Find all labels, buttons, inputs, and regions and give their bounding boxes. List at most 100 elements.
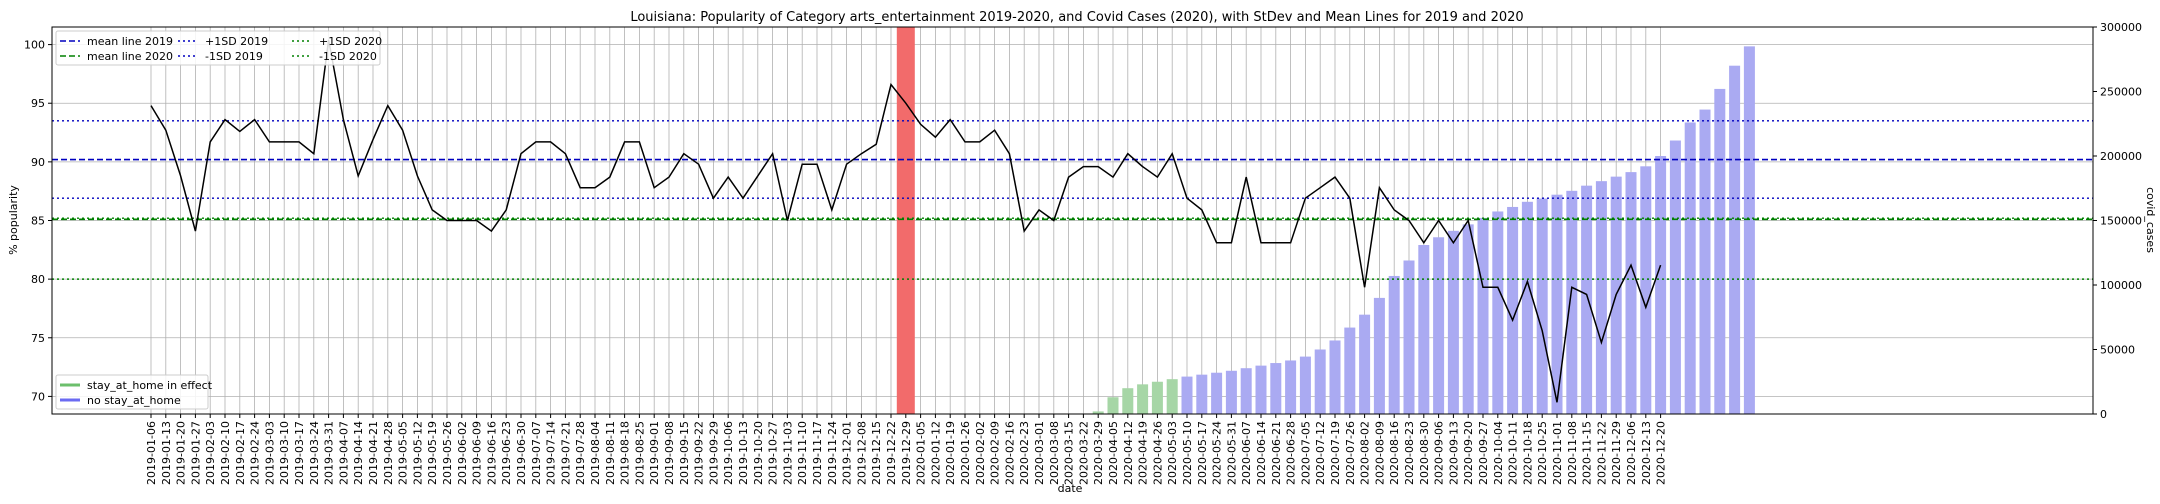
- y2-tick-label: 250000: [2100, 86, 2142, 99]
- x-tick-label: 2019-07-21: [559, 421, 572, 485]
- x-tick-label: 2020-05-10: [1181, 421, 1194, 485]
- x-tick-label: 2020-02-23: [1018, 421, 1031, 485]
- covid-bar: [1092, 411, 1104, 414]
- y-axis-label: % popularity: [7, 185, 20, 255]
- x-tick-label: 2019-02-03: [204, 421, 217, 485]
- x-tick-label: 2019-03-03: [263, 421, 276, 485]
- x-tick-label: 2019-04-21: [367, 421, 380, 485]
- x-axis-label: date: [1058, 482, 1083, 495]
- x-tick-label: 2019-03-31: [323, 421, 336, 485]
- covid-bar: [1418, 245, 1430, 414]
- covid-bar: [1477, 217, 1489, 414]
- x-tick-label: 2020-08-23: [1403, 421, 1416, 485]
- x-tick-label: 2019-01-13: [160, 421, 173, 485]
- y-tick-label: 100: [24, 39, 45, 52]
- x-tick-label: 2020-06-07: [1240, 421, 1253, 485]
- legend-bar-label: no stay_at_home: [87, 394, 181, 407]
- x-tick-label: 2019-05-26: [441, 421, 454, 485]
- x-tick-label: 2019-03-24: [308, 421, 321, 485]
- covid-bar: [1743, 46, 1755, 414]
- covid-bar: [1566, 190, 1578, 414]
- x-tick-label: 2020-02-16: [1003, 421, 1016, 485]
- covid-bar: [1240, 368, 1252, 414]
- covid-bar: [1655, 156, 1667, 414]
- covid-bar: [1151, 381, 1163, 414]
- x-tick-label: 2020-09-06: [1433, 421, 1446, 485]
- x-tick-label: 2020-08-30: [1418, 421, 1431, 485]
- x-tick-label: 2020-11-01: [1551, 421, 1564, 485]
- x-tick-label: 2020-05-24: [1211, 421, 1224, 485]
- x-tick-label: 2019-05-19: [426, 421, 439, 485]
- x-tick-label: 2019-11-17: [811, 421, 824, 485]
- x-tick-label: 2019-12-29: [900, 421, 913, 485]
- covid-bar: [1462, 224, 1474, 414]
- chart-title: Louisiana: Popularity of Category arts_e…: [630, 10, 1523, 25]
- x-tick-label: 2020-07-05: [1299, 421, 1312, 485]
- x-tick-label: 2020-03-01: [1033, 421, 1046, 485]
- covid-bar: [1270, 363, 1282, 414]
- covid-bar: [1669, 140, 1681, 414]
- x-tick-label: 2020-07-12: [1314, 421, 1327, 485]
- x-tick-label: 2020-09-20: [1462, 421, 1475, 485]
- x-tick-label: 2020-08-09: [1373, 421, 1386, 485]
- x-tick-label: 2019-09-01: [648, 421, 661, 485]
- covid-bar: [1447, 230, 1459, 414]
- x-tick-label: 2020-10-25: [1536, 421, 1549, 485]
- x-tick-label: 2020-01-19: [944, 421, 957, 485]
- legend-line-label: mean line 2019: [87, 35, 173, 48]
- covid-bar: [1581, 185, 1593, 414]
- x-tick-label: 2019-06-30: [515, 421, 528, 485]
- x-tick-label: 2019-02-10: [219, 421, 232, 485]
- y2-tick-label: 200000: [2100, 150, 2142, 163]
- covid-bar: [1107, 397, 1119, 414]
- y-tick-label: 70: [31, 390, 45, 403]
- x-tick-label: 2019-08-18: [619, 421, 632, 485]
- x-tick-label: 2019-08-04: [589, 421, 602, 485]
- x-tick-label: 2019-07-14: [545, 421, 558, 485]
- legend-line-label: +1SD 2020: [319, 35, 382, 48]
- covid-bar: [1699, 109, 1711, 414]
- legend-line-label: -1SD 2019: [205, 50, 263, 63]
- x-tick-label: 2020-07-26: [1344, 421, 1357, 485]
- x-tick-label: 2019-11-24: [826, 421, 839, 485]
- x-tick-label: 2019-07-28: [574, 421, 587, 485]
- x-tick-label: 2019-12-01: [841, 421, 854, 485]
- x-tick-label: 2020-10-11: [1507, 421, 1520, 485]
- x-tick-label: 2019-08-11: [604, 421, 617, 485]
- x-tick-label: 2019-12-15: [870, 421, 883, 485]
- x-tick-label: 2020-12-20: [1655, 421, 1668, 485]
- x-tick-label: 2019-11-03: [781, 421, 794, 485]
- x-tick-label: 2020-06-14: [1255, 421, 1268, 485]
- highlight-band: [896, 27, 915, 414]
- x-tick-label: 2020-12-13: [1640, 421, 1653, 485]
- x-tick-label: 2020-01-05: [915, 421, 928, 485]
- covid-bar: [1196, 374, 1208, 414]
- covid-bar: [1359, 314, 1371, 414]
- y2-tick-label: 100000: [2100, 279, 2142, 292]
- x-tick-label: 2019-06-16: [485, 421, 498, 485]
- covid-bar: [1122, 388, 1134, 414]
- x-tick-label: 2020-06-21: [1270, 421, 1283, 485]
- x-tick-label: 2020-03-15: [1063, 421, 1076, 485]
- x-tick-label: 2019-06-09: [471, 421, 484, 485]
- covid-bar: [1536, 198, 1548, 414]
- x-tick-label: 2020-05-17: [1196, 421, 1209, 485]
- x-tick-label: 2020-03-08: [1048, 421, 1061, 485]
- x-tick-label: 2019-06-02: [456, 421, 469, 485]
- covid-bar: [1433, 237, 1445, 414]
- covid-bar: [1595, 181, 1607, 414]
- x-tick-label: 2019-10-27: [767, 421, 780, 485]
- covid-bar: [1492, 211, 1504, 414]
- x-tick-label: 2019-06-23: [500, 421, 513, 485]
- y2-axis-label: covid_cases: [2144, 187, 2157, 253]
- x-tick-label: 2020-10-04: [1492, 421, 1505, 485]
- x-tick-label: 2020-11-29: [1610, 421, 1623, 485]
- covid-bar: [1299, 356, 1311, 414]
- x-tick-label: 2020-08-02: [1359, 421, 1372, 485]
- x-tick-label: 2019-03-17: [293, 421, 306, 485]
- x-tick-label: 2019-05-05: [397, 421, 410, 485]
- x-tick-label: 2019-01-20: [175, 421, 188, 485]
- x-tick-label: 2020-10-18: [1521, 421, 1534, 485]
- covid-bar: [1729, 65, 1741, 414]
